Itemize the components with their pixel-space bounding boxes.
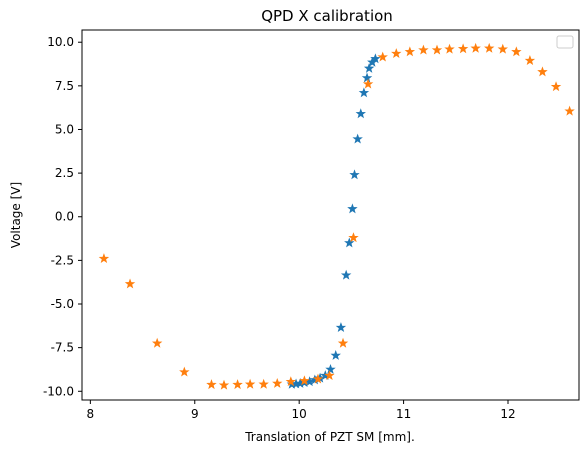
series-1 bbox=[286, 53, 381, 389]
y-tick-label: 2.5 bbox=[55, 166, 74, 180]
data-point bbox=[98, 253, 110, 264]
x-tick-label: 11 bbox=[396, 407, 411, 421]
data-point bbox=[358, 87, 370, 98]
y-tick-label: -7.5 bbox=[51, 341, 74, 355]
data-point bbox=[404, 46, 416, 57]
data-point bbox=[330, 350, 341, 360]
data-point bbox=[337, 337, 349, 348]
y-axis-label: Voltage [V] bbox=[9, 182, 23, 248]
data-point bbox=[232, 379, 243, 390]
x-axis: 8 9 10 11 12 bbox=[87, 400, 516, 421]
legend bbox=[556, 35, 574, 49]
data-point bbox=[524, 55, 536, 65]
data-point bbox=[444, 43, 455, 54]
data-point bbox=[457, 43, 469, 54]
y-tick-label: -5.0 bbox=[51, 297, 74, 311]
data-point bbox=[431, 44, 443, 55]
data-point bbox=[418, 44, 429, 55]
y-axis: -10.0 -7.5 -5.0 -2.5 0.0 2.5 5.0 7.5 10.0 bbox=[43, 35, 82, 398]
chart-title: QPD X calibration bbox=[261, 7, 393, 25]
data-point bbox=[483, 42, 495, 53]
data-point bbox=[497, 43, 508, 54]
data-point bbox=[244, 378, 256, 389]
data-point bbox=[179, 366, 190, 377]
data-point bbox=[206, 379, 217, 390]
y-tick-label: -2.5 bbox=[51, 253, 74, 267]
data-point bbox=[564, 105, 575, 116]
data-point bbox=[363, 62, 375, 73]
data-point bbox=[218, 379, 230, 390]
data-point bbox=[391, 48, 402, 58]
plot-frame bbox=[81, 29, 580, 401]
x-tick-label: 10 bbox=[292, 407, 307, 421]
data-point bbox=[348, 232, 359, 243]
series-2 bbox=[98, 42, 575, 390]
x-axis-label: Translation of PZT SM [mm]. bbox=[244, 430, 415, 444]
data-point bbox=[312, 373, 324, 384]
data-point bbox=[258, 378, 269, 389]
y-tick-label: 0.0 bbox=[55, 210, 74, 224]
data-point bbox=[470, 42, 481, 53]
y-tick-label: 10.0 bbox=[47, 35, 74, 49]
x-tick-label: 9 bbox=[191, 407, 199, 421]
data-point bbox=[355, 108, 366, 119]
data-point bbox=[340, 269, 352, 280]
data-point bbox=[325, 363, 336, 374]
plot-area bbox=[98, 42, 575, 390]
data-point bbox=[370, 53, 381, 64]
data-point bbox=[335, 322, 347, 332]
data-point bbox=[377, 51, 388, 62]
data-point bbox=[352, 133, 363, 144]
data-point bbox=[124, 278, 136, 289]
data-point bbox=[362, 78, 374, 89]
data-point bbox=[324, 370, 335, 380]
data-point bbox=[285, 376, 297, 387]
y-tick-label: -10.0 bbox=[43, 384, 74, 398]
data-point bbox=[537, 66, 548, 77]
data-point bbox=[361, 72, 373, 83]
data-point bbox=[511, 46, 522, 57]
x-tick-label: 12 bbox=[500, 407, 515, 421]
data-point bbox=[349, 169, 360, 180]
data-point bbox=[299, 375, 310, 386]
x-tick-label: 8 bbox=[87, 407, 95, 421]
data-point bbox=[550, 81, 562, 92]
data-point bbox=[272, 377, 283, 388]
data-point bbox=[344, 237, 355, 248]
data-point bbox=[347, 203, 358, 214]
y-tick-label: 7.5 bbox=[55, 79, 74, 93]
data-point bbox=[151, 337, 163, 348]
y-tick-label: 5.0 bbox=[55, 122, 74, 136]
